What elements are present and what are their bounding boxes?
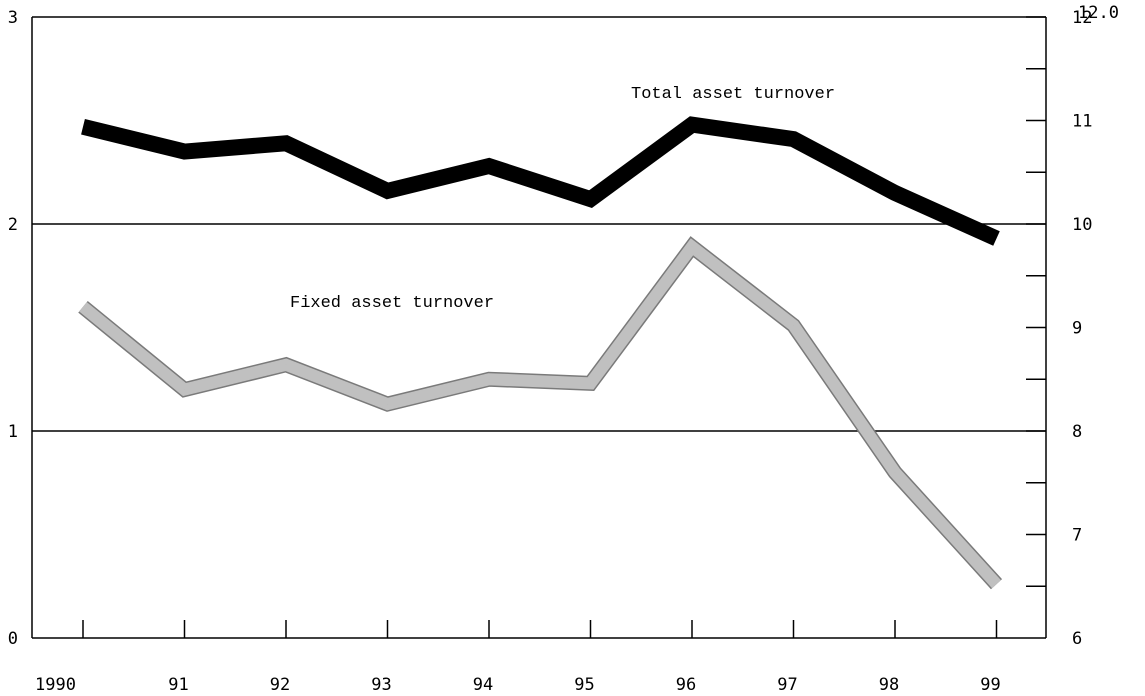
x-tick-label-94: 94 bbox=[473, 675, 493, 695]
grid-layer bbox=[32, 223, 1046, 432]
right-clipped-text: 12.0 bbox=[1078, 3, 1119, 23]
left-tick-label-3: 3 bbox=[8, 8, 18, 28]
right-tick-label-11: 11 bbox=[1072, 112, 1092, 132]
series-label-fixed-asset-turnover: Fixed asset turnover bbox=[290, 294, 494, 313]
series-layer bbox=[78, 116, 1003, 590]
right-tick-label-8: 8 bbox=[1072, 422, 1082, 442]
right-tick-label-10: 10 bbox=[1072, 215, 1092, 235]
x-tick-label-92: 92 bbox=[270, 675, 290, 695]
series-line-total-asset-turnover bbox=[81, 116, 1000, 246]
x-tick-label-96: 96 bbox=[676, 675, 696, 695]
left-tick-label-1: 1 bbox=[8, 422, 18, 442]
axes-layer bbox=[31, 16, 1047, 639]
x-tick-label-93: 93 bbox=[371, 675, 391, 695]
labels-layer: Total asset turnover Fixed asset turnove… bbox=[290, 3, 1119, 313]
right-tick-label-6: 6 bbox=[1072, 629, 1082, 649]
x-tick-label-91: 91 bbox=[168, 675, 188, 695]
left-tick-label-2: 2 bbox=[8, 215, 18, 235]
right-tick-label-9: 9 bbox=[1072, 319, 1082, 339]
series-label-total-asset-turnover: Total asset turnover bbox=[631, 85, 835, 104]
x-tick-label-98: 98 bbox=[879, 675, 899, 695]
left-tick-label-0: 0 bbox=[8, 629, 18, 649]
x-tick-label-99: 99 bbox=[980, 675, 1000, 695]
series-line-fixed-asset-turnover bbox=[79, 238, 1001, 589]
right-tick-label-7: 7 bbox=[1072, 526, 1082, 546]
right-tick-label-12: 12 bbox=[1072, 8, 1092, 28]
x-tick-label-95: 95 bbox=[574, 675, 594, 695]
x-tick-label-1990: 1990 bbox=[35, 675, 76, 695]
x-tick-label-97: 97 bbox=[777, 675, 797, 695]
